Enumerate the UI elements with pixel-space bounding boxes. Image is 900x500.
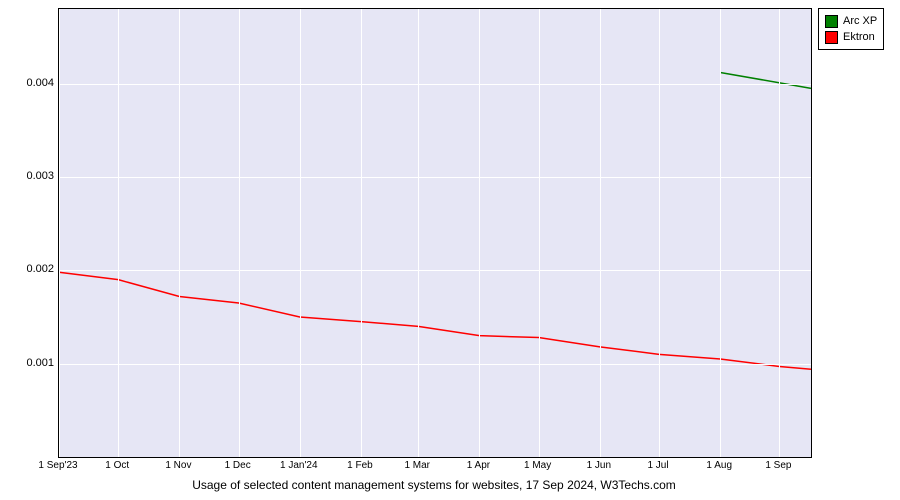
legend-item: Ektron [825,29,877,45]
legend-item: Arc XP [825,13,877,29]
gridline-v [779,9,780,457]
ytick-label: 0.004 [4,77,54,89]
gridline-h [59,270,811,271]
gridline-v [720,9,721,457]
gridline-h [59,364,811,365]
gridline-v [300,9,301,457]
xtick-label: 1 Mar [404,460,430,471]
xtick-label: 1 Feb [347,460,373,471]
series-line [720,72,811,88]
legend-label: Arc XP [843,13,877,29]
ytick-label: 0.003 [4,170,54,182]
gridline-v [118,9,119,457]
xtick-label: 1 Apr [467,460,490,471]
xtick-label: 1 Dec [225,460,251,471]
xtick-label: 1 Nov [165,460,191,471]
gridline-h [59,84,811,85]
ytick-label: 0.002 [4,263,54,275]
gridline-v [239,9,240,457]
gridline-v [59,9,60,457]
xtick-label: 1 Sep'23 [38,460,77,471]
xtick-label: 1 Sep [765,460,791,471]
chart-container: Arc XPEktron Usage of selected content m… [0,0,900,500]
gridline-v [659,9,660,457]
xtick-label: 1 Aug [706,460,732,471]
legend: Arc XPEktron [818,8,884,50]
ytick-label: 0.001 [4,357,54,369]
xtick-label: 1 Oct [105,460,129,471]
xtick-label: 1 Jan'24 [280,460,318,471]
gridline-h [59,177,811,178]
gridline-v [361,9,362,457]
gridline-v [539,9,540,457]
xtick-label: 1 Jun [587,460,611,471]
legend-swatch [825,15,838,28]
gridline-v [600,9,601,457]
legend-label: Ektron [843,29,875,45]
plot-area [58,8,812,458]
chart-caption: Usage of selected content management sys… [58,478,810,492]
xtick-label: 1 Jul [647,460,668,471]
gridline-v [179,9,180,457]
gridline-v [418,9,419,457]
legend-swatch [825,31,838,44]
series-line [59,272,811,369]
series-layer [59,9,811,457]
gridline-v [479,9,480,457]
xtick-label: 1 May [524,460,551,471]
